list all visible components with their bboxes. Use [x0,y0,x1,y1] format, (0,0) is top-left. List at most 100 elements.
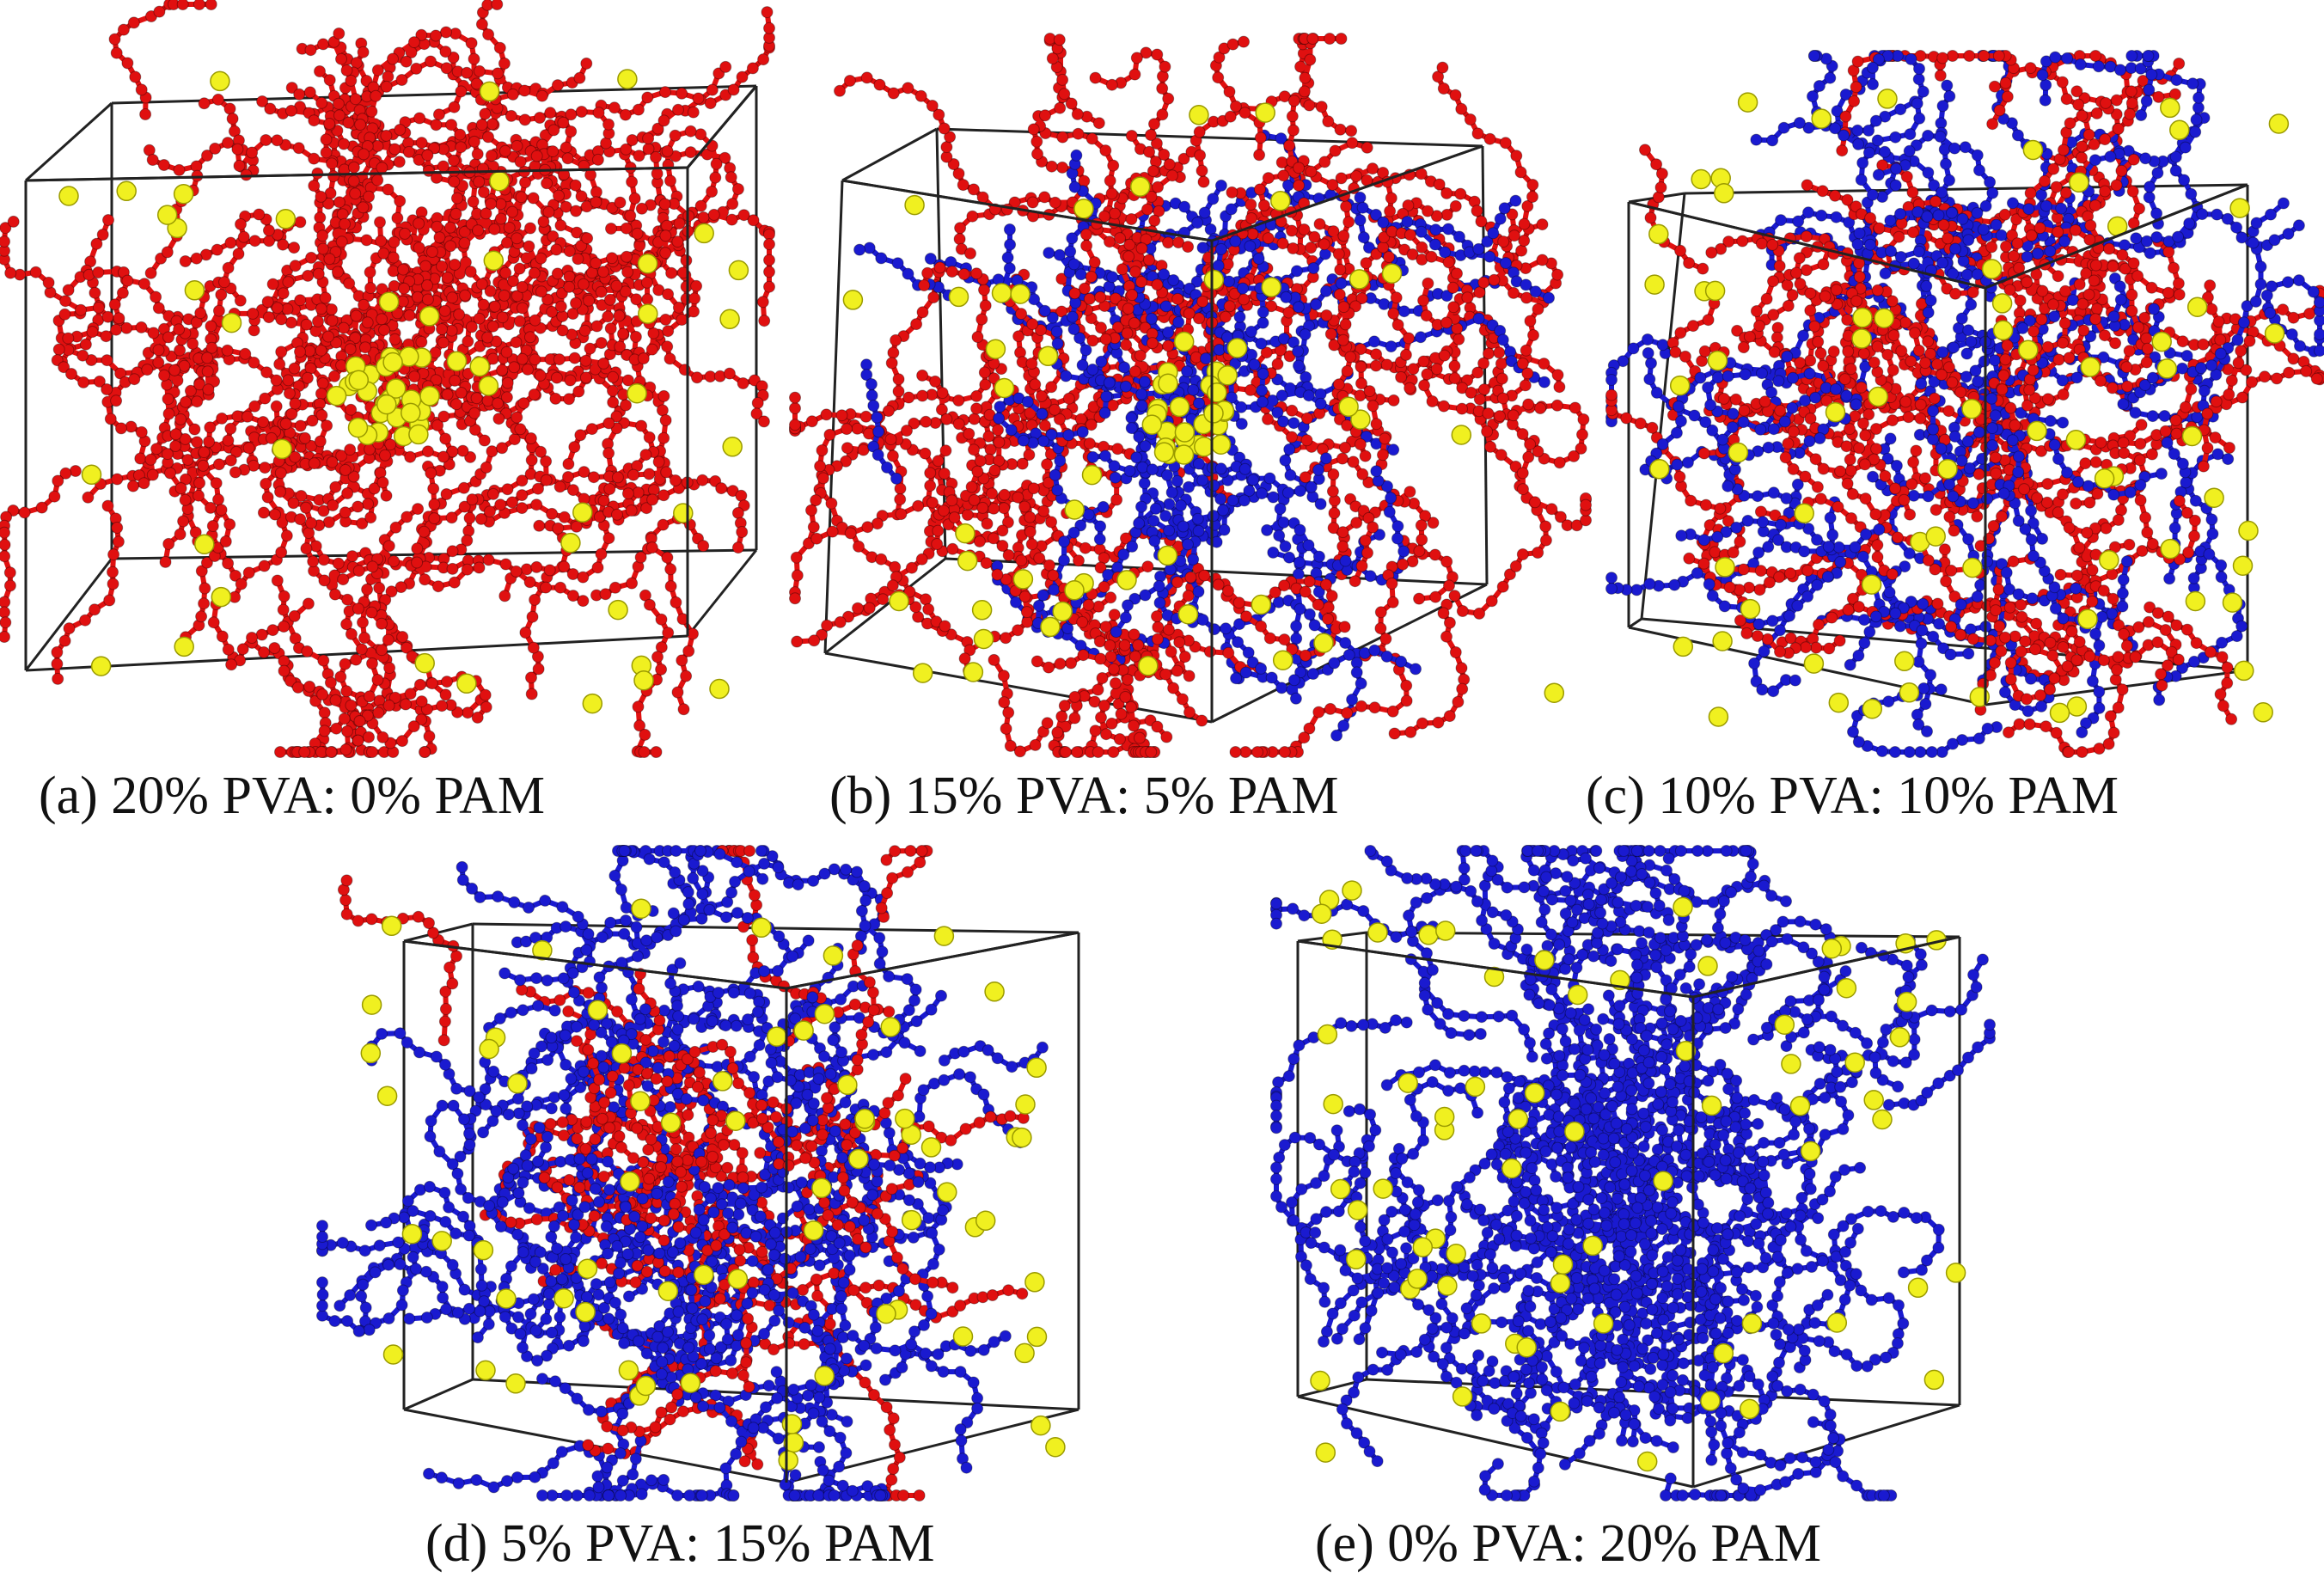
monomer-bead [376,731,389,743]
monomer-bead [204,421,217,434]
monomer-bead [607,370,620,383]
monomer-bead [810,494,823,507]
monomer-bead [652,456,665,468]
monomer-bead [413,112,426,125]
monomer-bead [1493,346,1506,359]
monomer-bead [1440,555,1453,568]
monomer-bead [257,506,270,519]
monomer-bead [1128,317,1141,329]
monomer-bead [304,44,317,57]
monomer-bead [1182,538,1194,551]
monomer-bead [349,187,362,200]
monomer-bead [1455,662,1468,675]
monomer-bead [466,493,479,506]
monomer-bead [1339,637,1352,649]
panel-b [789,33,1592,758]
monomer-bead [1509,460,1522,473]
monomer-bead [731,506,744,519]
monomer-bead [1099,333,1112,346]
monomer-bead [488,300,501,313]
monomer-bead [445,324,458,337]
monomer-bead [659,247,672,260]
monomer-bead [1012,624,1024,637]
monomer-bead [1222,646,1235,659]
monomer-bead [271,134,284,147]
monomer-bead [1143,254,1155,266]
monomer-bead [1503,568,1516,581]
monomer-bead [1031,655,1043,668]
monomer-bead [1031,148,1043,161]
monomer-bead [1110,292,1122,305]
monomer-bead [374,216,386,229]
monomer-bead [1094,520,1107,533]
monomer-bead [410,62,423,75]
monomer-bead [575,190,588,203]
monomer-bead [1545,503,1558,516]
monomer-bead [635,202,648,215]
monomer-bead [1400,694,1413,707]
monomer-bead [1534,402,1547,414]
monomer-bead [188,423,201,436]
monomer-bead [270,374,283,387]
monomer-bead [1429,223,1442,236]
monomer-bead [1337,719,1350,732]
monomer-bead [284,104,297,117]
monomer-bead [419,746,431,758]
monomer-bead [1098,407,1111,419]
monomer-bead [288,242,301,254]
monomer-bead [1472,312,1485,325]
monomer-bead [924,480,937,492]
monomer-bead [1391,532,1404,545]
monomer-bead [483,505,496,518]
monomer-bead [261,491,274,504]
monomer-bead [547,145,560,158]
monomer-bead [0,596,11,608]
monomer-bead [1521,367,1534,380]
monomer-bead [388,143,401,156]
monomer-bead [916,369,929,382]
monomer-bead [327,35,340,48]
monomer-bead [1386,596,1399,608]
monomer-bead [1182,241,1195,254]
monomer-bead [1255,662,1268,675]
monomer-bead [1124,700,1137,713]
monomer-bead [979,299,992,312]
monomer-bead [496,442,509,455]
monomer-bead [706,83,719,96]
monomer-bead [461,563,474,576]
monomer-bead [246,146,259,159]
monomer-bead [1278,746,1291,758]
monomer-bead [1516,467,1529,480]
monomer-bead [525,688,538,700]
monomer-bead [1139,440,1152,452]
monomer-bead [1059,746,1072,758]
monomer-bead [315,96,328,109]
monomer-bead [315,409,328,422]
monomer-bead [1058,700,1071,712]
monomer-bead [382,183,394,196]
monomer-bead [566,568,579,580]
monomer-bead [201,352,214,364]
monomer-bead [113,312,125,325]
monomer-bead [1226,186,1238,199]
monomer-bead [625,505,638,517]
monomer-bead [597,494,610,507]
monomer-bead [621,487,634,500]
monomer-bead [789,592,801,605]
monomer-bead [1233,618,1245,631]
monomer-bead [1308,619,1321,632]
monomer-bead [325,303,338,315]
monomer-bead [1257,367,1269,380]
monomer-bead [1037,589,1049,602]
monomer-bead [256,95,269,107]
monomer-bead [518,113,531,126]
monomer-bead [1196,714,1208,727]
monomer-bead [365,606,378,619]
monomer-bead [300,318,313,331]
monomer-bead [599,588,612,601]
monomer-bead [688,305,700,318]
particle [694,223,714,244]
monomer-bead [372,706,385,719]
monomer-bead [1032,599,1045,612]
monomer-bead [1036,407,1049,420]
